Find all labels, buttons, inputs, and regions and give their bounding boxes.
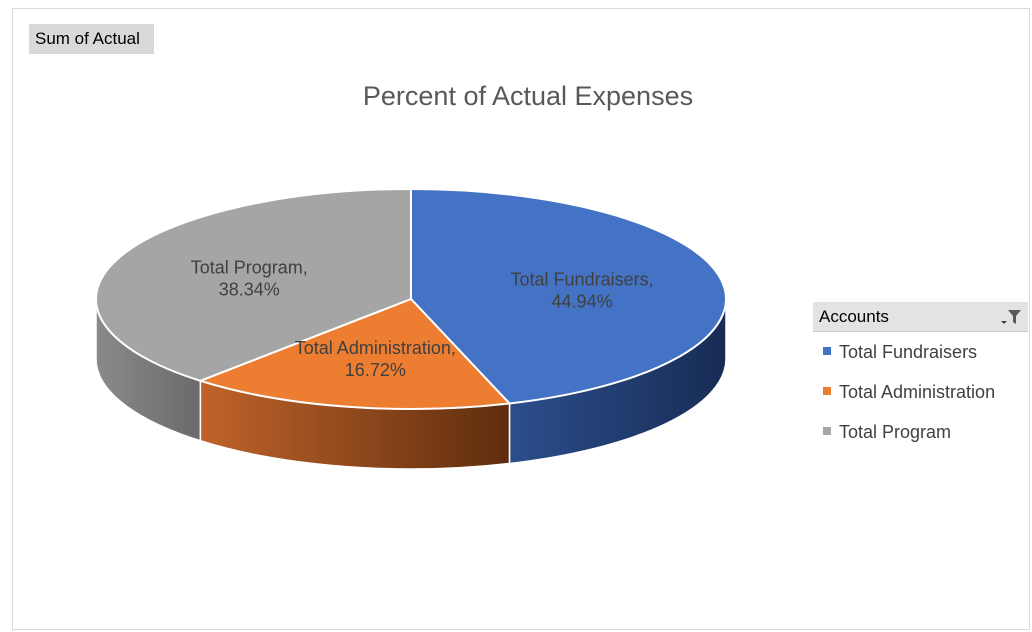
legend-item-program[interactable]: Total Program: [813, 412, 1028, 452]
legend: Accounts Total Fundraisers Total Adminis…: [813, 302, 1028, 452]
legend-swatch: [823, 387, 831, 396]
pie-data-label: Total Program, 38.34%: [191, 257, 308, 299]
pie-chart: Percent of Actual Expenses Total Fundrais…: [95, 81, 727, 470]
pie-slice[interactable]: [95, 187, 412, 382]
pie-data-label: Total Administration, 16.72%: [295, 338, 456, 380]
sum-of-actual-field-button[interactable]: Sum of Actual: [29, 24, 154, 54]
legend-item-administration[interactable]: Total Administration: [813, 372, 1028, 412]
legend-swatch: [823, 427, 831, 436]
legend-label: Total Program: [839, 422, 952, 442]
legend-label: Total Fundraisers: [839, 342, 978, 362]
legend-header[interactable]: Accounts: [813, 302, 1028, 332]
chart-title: Percent of Actual Expenses: [363, 81, 693, 111]
legend-item-fundraisers[interactable]: Total Fundraisers: [813, 332, 1028, 372]
pie-data-label: Total Fundraisers, 44.94%: [511, 269, 654, 311]
legend-swatch: [823, 347, 831, 356]
pie-slice[interactable]: [197, 297, 512, 410]
pie-slice[interactable]: [410, 187, 727, 405]
filter-dropdown-icon[interactable]: [1000, 308, 1022, 326]
legend-label: Total Administration: [839, 382, 996, 402]
legend-title: Accounts: [819, 307, 889, 326]
